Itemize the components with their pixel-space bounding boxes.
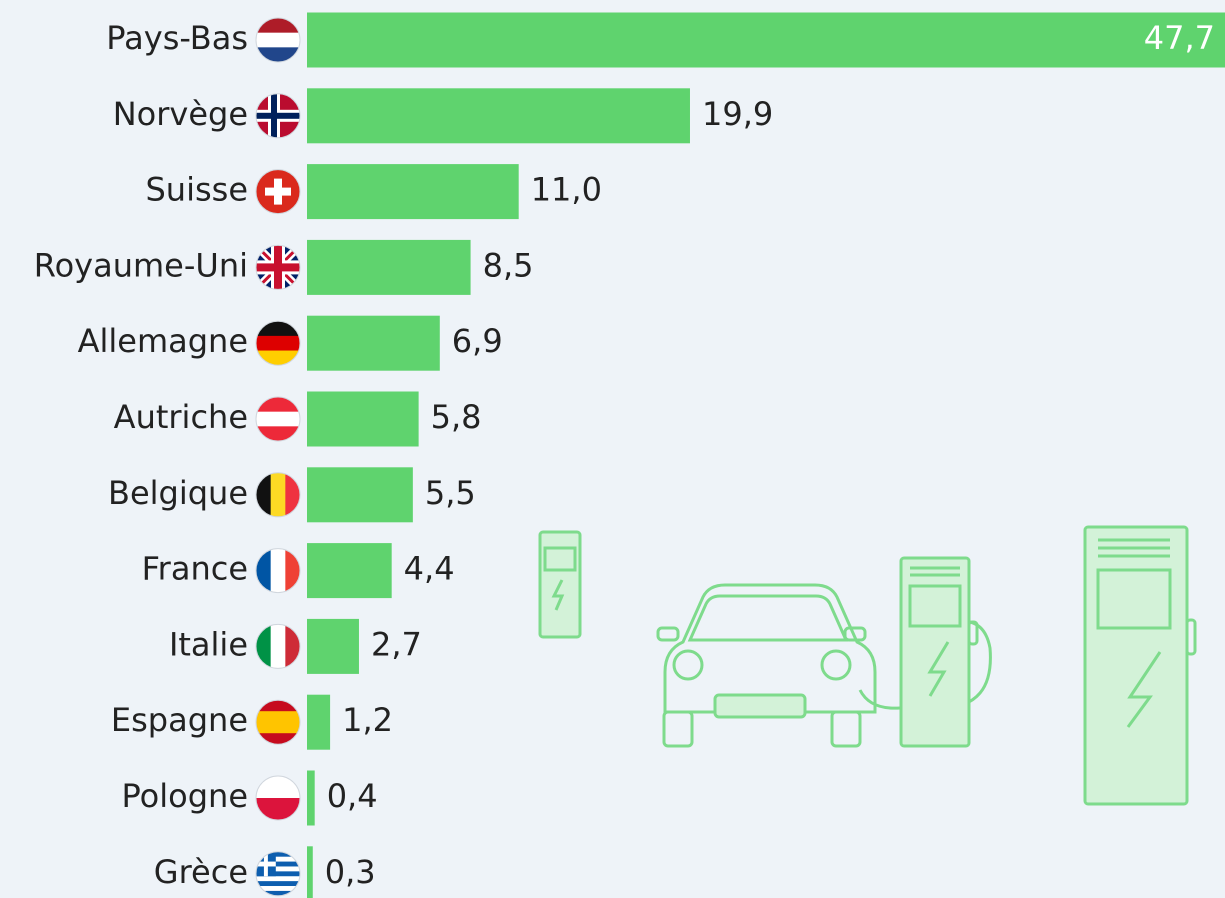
bar — [307, 771, 315, 826]
flag-part — [256, 776, 300, 799]
bar — [307, 619, 359, 674]
flag-part — [256, 733, 300, 745]
bar — [307, 88, 690, 143]
value-label: 47,7 — [1144, 19, 1215, 57]
flag-part — [256, 881, 300, 886]
bar — [307, 846, 313, 898]
flag-part — [285, 624, 300, 668]
flag-part — [256, 549, 271, 593]
flag-part — [285, 549, 300, 593]
value-label: 1,2 — [342, 701, 393, 739]
flag-part — [256, 876, 300, 881]
value-label: 0,4 — [327, 777, 378, 815]
flag-part — [256, 426, 300, 441]
flag-part — [256, 336, 300, 351]
flag-part — [256, 722, 300, 734]
chart: Pays-Bas 47,7 Norvège 19,9 Suisse 11,0 Royaume… — [0, 0, 1225, 898]
value-label: 8,5 — [483, 246, 534, 284]
flag-part — [256, 624, 271, 668]
value-label: 5,5 — [425, 474, 476, 512]
flag-part — [256, 47, 300, 62]
flag-part — [285, 473, 300, 517]
flag-part — [265, 188, 291, 196]
bar — [307, 392, 419, 447]
flag-part — [256, 852, 300, 857]
category-label: Grèce — [154, 853, 248, 891]
category-label: Royaume-Uni — [34, 246, 248, 284]
bar — [307, 543, 392, 598]
category-label: Pologne — [122, 777, 248, 815]
value-label: 0,3 — [325, 853, 376, 891]
flag-part — [256, 351, 300, 366]
bar — [307, 240, 471, 295]
flag-part — [256, 886, 300, 891]
value-label: 11,0 — [531, 171, 602, 209]
category-label: Suisse — [145, 171, 248, 209]
category-label: Pays-Bas — [106, 19, 248, 57]
category-label: France — [142, 550, 248, 588]
category-label: Espagne — [111, 701, 248, 739]
flag-part — [256, 113, 300, 119]
value-label: 2,7 — [371, 625, 422, 663]
bar — [307, 13, 1225, 68]
flag-part — [256, 18, 300, 33]
bar — [307, 316, 440, 371]
flag-part — [256, 798, 300, 821]
flag-part — [271, 624, 286, 668]
flag-part — [256, 321, 300, 336]
value-label: 5,8 — [431, 398, 482, 436]
flag-part — [256, 397, 300, 412]
flag-part — [271, 549, 286, 593]
category-label: Italie — [169, 625, 248, 663]
bar — [307, 467, 413, 522]
bar — [307, 695, 330, 750]
flag-part — [271, 473, 286, 517]
category-label: Autriche — [114, 398, 248, 436]
flag-part — [256, 412, 300, 427]
charging-illustration — [540, 527, 1195, 804]
flag-part — [256, 473, 271, 517]
flag-part — [256, 711, 300, 723]
value-label: 4,4 — [404, 550, 455, 588]
value-label: 19,9 — [702, 95, 773, 133]
value-label: 6,9 — [452, 322, 503, 360]
category-label: Allemagne — [78, 322, 248, 360]
flag-part — [256, 33, 300, 48]
flag-part — [256, 263, 300, 271]
bar — [307, 164, 519, 219]
category-label: Belgique — [108, 474, 248, 512]
category-label: Norvège — [113, 95, 248, 133]
